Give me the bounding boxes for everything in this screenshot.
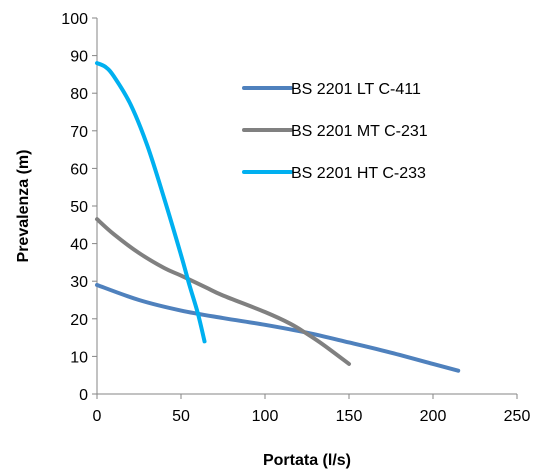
legend-label: BS 2201 MT C-231 — [291, 123, 428, 140]
y-tick-label: 40 — [70, 237, 88, 254]
y-tick-label: 90 — [70, 49, 88, 66]
legend-label: BS 2201 LT C-411 — [291, 81, 421, 98]
y-axis-title: Prevalenza (m) — [15, 150, 32, 263]
x-tick-label: 100 — [252, 408, 279, 425]
series-line — [97, 219, 349, 364]
series-group — [97, 63, 458, 371]
x-tick-label: 50 — [172, 408, 190, 425]
legend: BS 2201 LT C-411 BS 2201 MT C-231 BS 2201 … — [244, 81, 428, 182]
y-tick-label: 30 — [70, 274, 88, 291]
y-tick-label: 10 — [70, 349, 88, 366]
x-tick-label: 0 — [93, 408, 102, 425]
x-axis-title: Portata (l/s) — [263, 452, 351, 469]
y-tick-label: 100 — [61, 11, 88, 28]
x-tick-label: 200 — [420, 408, 447, 425]
axes: 0 10 20 30 40 50 60 70 80 90 100 0 50 100 150 200 250 — [61, 11, 530, 425]
y-tick-label: 20 — [70, 312, 88, 329]
y-ticks: 0 10 20 30 40 50 60 70 80 90 100 — [61, 11, 97, 404]
series-line — [97, 63, 205, 341]
x-tick-label: 250 — [504, 408, 531, 425]
y-tick-label: 0 — [79, 387, 88, 404]
y-tick-label: 70 — [70, 124, 88, 141]
x-ticks: 0 50 100 150 200 250 — [93, 394, 531, 425]
series-line — [97, 285, 458, 371]
y-tick-label: 50 — [70, 199, 88, 216]
y-tick-label: 80 — [70, 86, 88, 103]
legend-label: BS 2201 HT C-233 — [291, 165, 426, 182]
y-tick-label: 60 — [70, 161, 88, 178]
x-tick-label: 150 — [336, 408, 363, 425]
